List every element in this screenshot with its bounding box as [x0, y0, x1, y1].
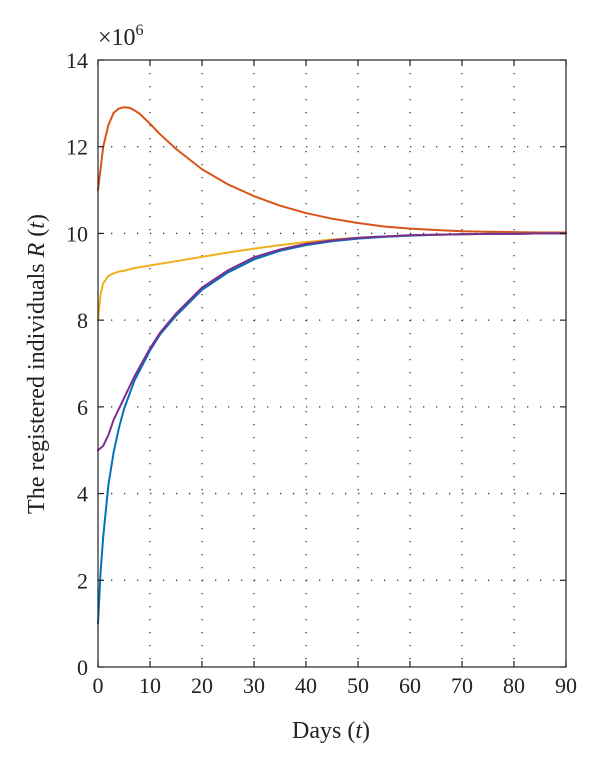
series-group	[97, 106, 567, 625]
x-tick-label: 40	[295, 673, 317, 698]
x-tick-label: 10	[139, 673, 161, 698]
plot-frame	[97, 59, 567, 668]
y-multiplier-exponent: 6	[136, 22, 144, 39]
x-tick-label: 0	[93, 673, 104, 698]
x-axis-variable: t	[355, 718, 363, 744]
x-tick-label: 50	[347, 673, 369, 698]
y-tick-labels: 0 2 4 6 8 10 12 14	[66, 48, 88, 680]
series-line-3	[97, 232, 567, 625]
y-tick-label: 8	[77, 308, 88, 333]
series-line-4	[97, 232, 567, 452]
y-tick-label: 6	[77, 395, 88, 420]
y-axis-argument: t	[24, 221, 50, 229]
y-tick-label: 4	[77, 482, 88, 507]
x-axis-title: Days (t)	[292, 718, 370, 744]
x-tick-label: 70	[451, 673, 473, 698]
x-tick-label: 60	[399, 673, 421, 698]
y-tick-label: 14	[66, 48, 88, 73]
x-tick-label: 20	[191, 673, 213, 698]
y-tick-label: 12	[66, 135, 88, 160]
y-tick-label: 0	[77, 655, 88, 680]
y-axis-variable: R	[24, 242, 50, 258]
y-multiplier: ×106	[98, 22, 144, 51]
axes	[97, 59, 567, 668]
series-line-1	[97, 106, 567, 234]
x-tick-label: 30	[243, 673, 265, 698]
x-tick-labels: 0 10 20 30 40 50 60 70 80 90	[93, 673, 578, 698]
x-tick-label: 90	[555, 673, 577, 698]
grid	[98, 60, 566, 667]
x-tick-label: 80	[503, 673, 525, 698]
y-axis-title: The registered individuals R (t)	[24, 214, 50, 514]
series-line-2	[97, 232, 567, 322]
y-tick-label: 2	[77, 568, 88, 593]
y-tick-label: 10	[66, 221, 88, 246]
